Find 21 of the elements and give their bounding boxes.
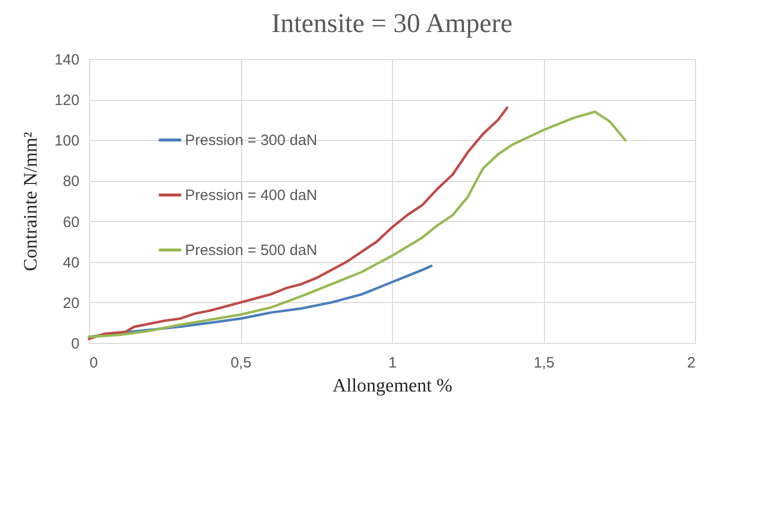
legend-label: Pression = 400 daN (185, 187, 318, 204)
legend-label: Pression = 500 daN (185, 242, 318, 259)
y-tick-label: 40 (62, 254, 80, 272)
y-tick-label: 100 (54, 132, 80, 150)
x-tick-label: 1 (388, 354, 397, 372)
y-tick-label: 80 (62, 173, 80, 190)
x-axis-title: Allongement % (332, 376, 453, 396)
y-axis-title: Contrainte N/mm² (20, 132, 42, 272)
y-tick-label: 0 (71, 336, 80, 352)
x-tick-label: 0 (90, 354, 98, 372)
line-series (88, 110, 627, 338)
x-tick-label: 2 (687, 354, 696, 372)
y-tick-label: 60 (62, 214, 80, 231)
x-tick-label: 0,5 (230, 354, 252, 372)
y-tick-label: 120 (54, 92, 80, 110)
legend-label: Pression = 300 daN (185, 132, 318, 149)
x-tick-label: 1,5 (534, 354, 554, 372)
y-tick-label: 140 (54, 52, 80, 68)
line-series (88, 106, 508, 340)
y-tick-label: 20 (62, 294, 80, 312)
chart-title: Intensite = 30 Ampere (272, 8, 512, 38)
